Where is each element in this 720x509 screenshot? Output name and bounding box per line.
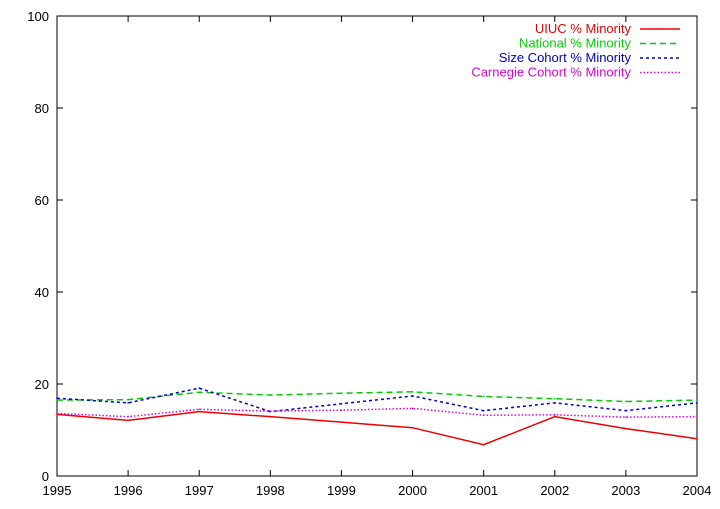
series-line-0 xyxy=(56,410,698,446)
y-tick-label: 80 xyxy=(35,101,49,116)
x-tick-label: 1999 xyxy=(327,483,356,498)
data-point-series-2 xyxy=(411,395,414,397)
x-tick-label: 2001 xyxy=(469,483,498,498)
data-point-series-0 xyxy=(482,443,485,446)
y-tick-label: 0 xyxy=(42,469,49,484)
x-tick-label: 2002 xyxy=(540,483,569,498)
data-point-series-0 xyxy=(127,419,129,422)
data-point-series-2 xyxy=(340,402,343,405)
data-point-series-0 xyxy=(269,415,272,418)
data-point-series-3 xyxy=(198,408,201,411)
y-tick-label: 40 xyxy=(35,285,49,300)
data-point-series-0 xyxy=(340,421,343,423)
data-point-series-1 xyxy=(411,391,414,393)
data-point-series-1 xyxy=(269,394,272,396)
data-point-series-3 xyxy=(625,416,627,418)
data-point-series-1 xyxy=(625,400,627,403)
series-line-3 xyxy=(56,407,698,418)
legend-label: Size Cohort % Minority xyxy=(499,50,632,65)
legend-label: National % Minority xyxy=(519,36,631,51)
y-tick-label: 100 xyxy=(27,9,49,24)
data-point-series-1 xyxy=(553,397,556,400)
data-point-series-2 xyxy=(696,402,698,404)
plot-frame xyxy=(56,15,698,477)
data-point-series-2 xyxy=(625,409,627,412)
x-tick-label: 1996 xyxy=(114,483,143,498)
data-point-series-2 xyxy=(482,409,485,412)
data-point-series-3 xyxy=(340,409,343,412)
x-tick-label: 1997 xyxy=(185,483,214,498)
x-tick-label: 2000 xyxy=(398,483,427,498)
data-point-series-1 xyxy=(56,399,58,401)
x-tick-label: 2003 xyxy=(611,483,640,498)
data-point-series-1 xyxy=(127,398,129,401)
data-point-series-1 xyxy=(482,395,485,398)
data-point-series-3 xyxy=(127,415,129,418)
data-point-series-1 xyxy=(198,391,201,394)
data-point-series-0 xyxy=(696,437,698,440)
axes: 0 20 40 60 80 100 1995 1996 1997 1998 1999 2000 2001… xyxy=(27,9,711,498)
data-point-series-3 xyxy=(411,407,414,410)
series-line-2 xyxy=(56,387,698,413)
y-tick-label: 60 xyxy=(35,193,49,208)
data-point-series-0 xyxy=(411,426,414,429)
data-point-series-3 xyxy=(269,410,272,412)
legend-label: UIUC % Minority xyxy=(535,21,632,36)
data-point-series-1 xyxy=(696,399,698,401)
legend-label: Carnegie Cohort % Minority xyxy=(471,65,631,80)
series-line-1 xyxy=(56,391,698,403)
data-point-series-3 xyxy=(482,414,485,417)
x-tick-label: 2004 xyxy=(683,483,712,498)
data-point-series-0 xyxy=(198,410,201,413)
data-point-series-2 xyxy=(127,402,129,404)
data-point-series-2 xyxy=(198,387,201,389)
data-point-series-2 xyxy=(553,402,556,404)
data-point-series-0 xyxy=(625,427,627,430)
data-point-series-2 xyxy=(56,397,58,400)
x-tick-label: 1998 xyxy=(256,483,285,498)
series-lines xyxy=(56,387,698,446)
y-tick-label: 20 xyxy=(35,377,49,392)
data-point-series-3 xyxy=(553,414,556,416)
x-tick-label: 1995 xyxy=(43,483,72,498)
data-point-series-3 xyxy=(56,412,58,415)
data-point-series-1 xyxy=(340,392,343,395)
data-point-series-3 xyxy=(696,415,698,418)
data-point-series-0 xyxy=(553,415,556,418)
